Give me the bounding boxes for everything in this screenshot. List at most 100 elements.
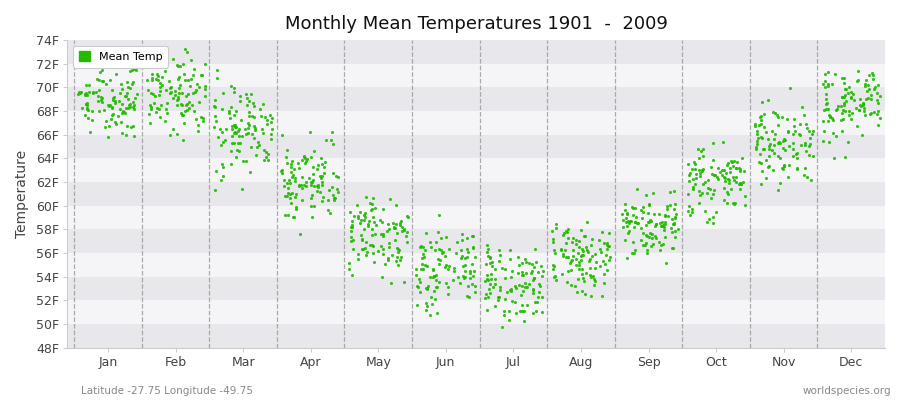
Point bbox=[94, 96, 108, 103]
Point bbox=[178, 77, 193, 83]
Point bbox=[797, 165, 812, 171]
Point bbox=[125, 80, 140, 87]
Point bbox=[325, 184, 339, 190]
Point bbox=[295, 156, 310, 163]
Point bbox=[242, 97, 256, 104]
Point bbox=[284, 161, 298, 167]
Point bbox=[526, 275, 541, 282]
Point bbox=[253, 106, 267, 113]
Point bbox=[667, 188, 681, 194]
Point bbox=[319, 158, 333, 165]
Point bbox=[835, 128, 850, 134]
Point bbox=[382, 244, 397, 250]
Point bbox=[346, 246, 361, 252]
Point bbox=[304, 192, 319, 198]
Point bbox=[786, 140, 800, 146]
Point bbox=[159, 100, 174, 106]
Point bbox=[98, 80, 112, 87]
Y-axis label: Temperature: Temperature bbox=[15, 150, 29, 238]
Point bbox=[235, 186, 249, 192]
Point bbox=[792, 131, 806, 138]
Point bbox=[439, 280, 454, 286]
Point bbox=[248, 103, 262, 110]
Point bbox=[838, 154, 852, 160]
Point bbox=[767, 136, 781, 142]
Point bbox=[870, 111, 885, 118]
Point bbox=[839, 86, 853, 92]
Point bbox=[432, 246, 446, 252]
Point bbox=[767, 149, 781, 156]
Point bbox=[180, 49, 194, 55]
Point bbox=[707, 172, 722, 178]
Point bbox=[170, 96, 184, 102]
Point bbox=[103, 102, 117, 108]
Point bbox=[669, 211, 683, 217]
Point bbox=[710, 174, 724, 180]
Point bbox=[400, 213, 415, 220]
Point bbox=[729, 165, 743, 172]
Point bbox=[820, 100, 834, 106]
Point bbox=[284, 169, 298, 176]
Point bbox=[565, 235, 580, 242]
Point bbox=[665, 221, 680, 227]
Point bbox=[752, 159, 766, 165]
Point bbox=[105, 105, 120, 111]
Point bbox=[720, 188, 734, 195]
Point bbox=[730, 159, 744, 165]
Point bbox=[663, 202, 678, 208]
Point bbox=[186, 108, 201, 114]
Point bbox=[195, 118, 210, 124]
Point bbox=[189, 116, 203, 122]
Point bbox=[386, 223, 400, 230]
Point bbox=[345, 272, 359, 278]
Point bbox=[115, 109, 130, 116]
Point bbox=[751, 135, 765, 141]
Point bbox=[488, 266, 502, 272]
Point bbox=[431, 228, 446, 235]
Point bbox=[342, 260, 356, 266]
Point bbox=[844, 95, 859, 102]
Point bbox=[284, 180, 298, 186]
Point bbox=[626, 212, 640, 218]
Point bbox=[429, 277, 444, 283]
Point bbox=[760, 97, 775, 103]
Point bbox=[480, 242, 494, 248]
Point bbox=[418, 246, 432, 253]
Point bbox=[343, 209, 357, 215]
Bar bbox=[68, 88, 885, 111]
Point bbox=[171, 94, 185, 100]
Point bbox=[86, 89, 101, 96]
Point bbox=[570, 262, 584, 268]
Point bbox=[185, 102, 200, 108]
Point bbox=[413, 243, 428, 250]
Point bbox=[214, 129, 229, 136]
Point bbox=[149, 70, 164, 77]
Point bbox=[251, 138, 266, 145]
Point bbox=[761, 163, 776, 170]
Point bbox=[561, 268, 575, 274]
Point bbox=[532, 288, 546, 295]
Point bbox=[575, 288, 590, 294]
Point bbox=[801, 128, 815, 134]
Point bbox=[777, 136, 791, 142]
Point bbox=[760, 175, 774, 181]
Point bbox=[159, 110, 174, 116]
Point bbox=[345, 224, 359, 230]
Point bbox=[394, 254, 409, 260]
Point bbox=[668, 228, 682, 234]
Point bbox=[192, 99, 206, 106]
Point bbox=[870, 82, 885, 88]
Point bbox=[91, 92, 105, 99]
Point bbox=[480, 276, 494, 282]
Point bbox=[772, 140, 787, 146]
Point bbox=[188, 86, 202, 93]
Point bbox=[864, 92, 878, 98]
Point bbox=[78, 90, 93, 96]
Point bbox=[706, 220, 720, 226]
Point bbox=[228, 129, 242, 136]
Point bbox=[825, 117, 840, 123]
Point bbox=[127, 133, 141, 140]
Point bbox=[413, 244, 428, 251]
Bar bbox=[68, 300, 885, 324]
Point bbox=[734, 181, 749, 188]
